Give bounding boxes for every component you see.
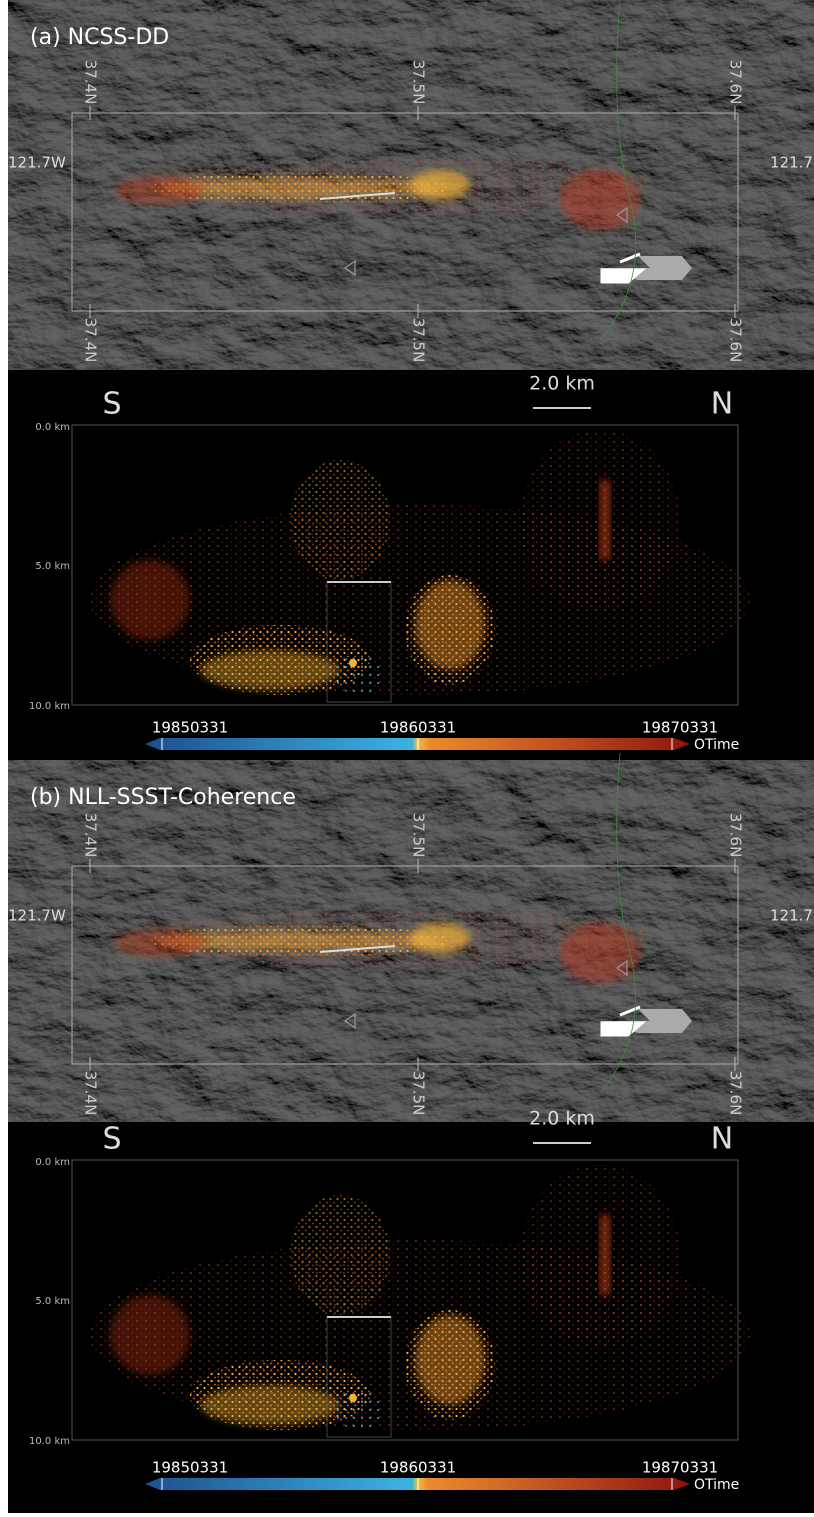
lat-label: 37.4N: [82, 60, 100, 105]
lat-label: 37.5N: [410, 1071, 428, 1116]
figure-body: 37.4N 37.4N 37.5N 37.5N 37.6N 37.6N 121.7W 121.…: [8, 0, 814, 1513]
map-frame: [71, 112, 739, 312]
depth-label: 10.0 km: [29, 701, 70, 712]
colorbar-label: 19850331: [152, 1459, 228, 1477]
north-label: N: [711, 1122, 733, 1157]
colorbar-label: 19850331: [152, 719, 228, 737]
lon-label: 121.7: [770, 154, 813, 172]
south-label: S: [102, 387, 121, 422]
colorbar-title: OTime: [694, 737, 739, 753]
depth-label: 0.0 km: [35, 422, 70, 433]
depth-label: 5.0 km: [35, 561, 70, 572]
south-label: S: [102, 1122, 121, 1157]
map-overlay: 37.4N 37.4N 37.5N 37.5N 37.6N 37.6N 121.7W 121.…: [8, 0, 813, 362]
lat-label: 37.5N: [410, 813, 428, 858]
scale-label: 2.0 km: [529, 373, 595, 395]
lat-label: 37.4N: [82, 1071, 100, 1116]
depth-label: 10.0 km: [29, 1436, 70, 1447]
north-label: N: [711, 387, 733, 422]
section-overlay: S N 2.0 km 0.0 km 5.0 km 10.0 km: [29, 373, 750, 712]
depth-label: 0.0 km: [35, 1157, 70, 1168]
lat-label: 37.6N: [727, 318, 745, 363]
lon-label: 121.7: [770, 907, 813, 925]
panel-title: (b) NLL-SSST-Coherence: [30, 785, 296, 810]
scale-label: 2.0 km: [529, 1108, 595, 1130]
lon-label: 121.7W: [8, 907, 66, 925]
lat-label: 37.6N: [727, 1071, 745, 1116]
lat-label: 37.6N: [727, 813, 745, 858]
lat-label: 37.5N: [410, 60, 428, 105]
section-overlay: S N 2.0 km 0.0 km 5.0 km 10.0 km: [29, 1108, 750, 1447]
depth-label: 5.0 km: [35, 1296, 70, 1307]
colorbar-title: OTime: [694, 1477, 739, 1493]
panel-title: (a) NCSS-DD: [30, 25, 169, 50]
lat-label: 37.4N: [82, 318, 100, 363]
map-frame: [71, 865, 739, 1065]
section-frame: [71, 1159, 739, 1441]
section-frame: [71, 424, 739, 706]
colorbar-label: 19870331: [642, 719, 718, 737]
lat-label: 37.4N: [82, 813, 100, 858]
map-overlay: 37.4N 37.4N 37.5N 37.5N 37.6N 37.6N 121.7W 121.…: [8, 753, 813, 1115]
lat-label: 37.5N: [410, 318, 428, 363]
lat-label: 37.6N: [727, 60, 745, 105]
colorbar-label: 19870331: [642, 1459, 718, 1477]
lon-label: 121.7W: [8, 154, 66, 172]
colorbar-label: 19860331: [380, 1459, 456, 1477]
colorbar-label: 19860331: [380, 719, 456, 737]
